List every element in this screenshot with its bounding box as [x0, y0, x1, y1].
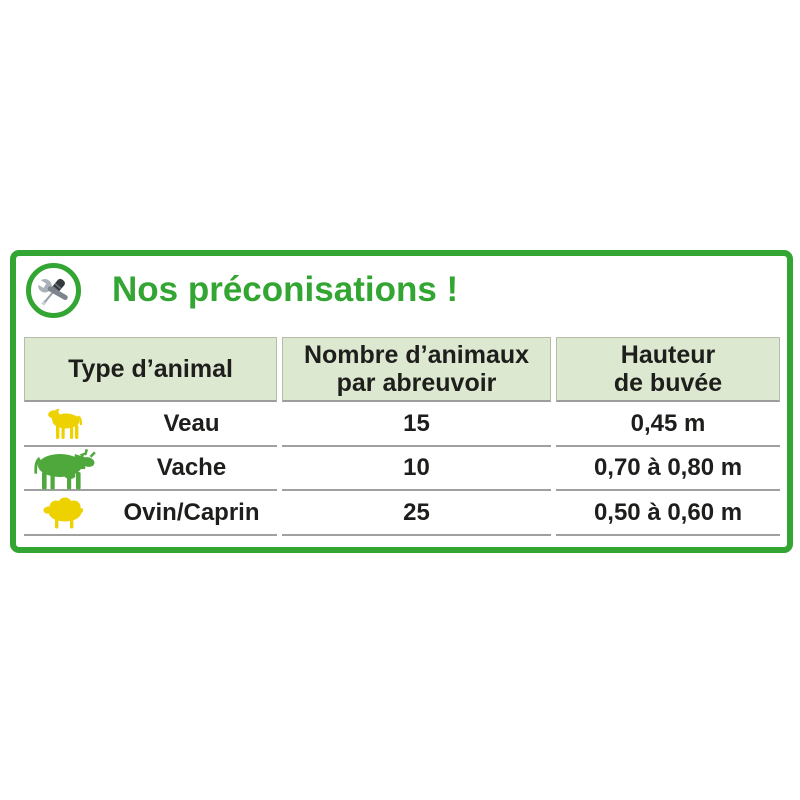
table-row-ovin-height: 0,50 à 0,60 m [556, 491, 780, 536]
animal-name: Vache [156, 454, 227, 481]
calf-icon [24, 408, 106, 440]
column-header-height-line1: Hauteur [620, 341, 716, 369]
table-row-vache-height: 0,70 à 0,80 m [556, 447, 780, 491]
column-header-count-line1: Nombre d’animaux [303, 341, 530, 369]
cow-icon [24, 447, 106, 490]
recommendations-table: Type d’animal Nombre d’animaux par abreu… [24, 337, 780, 536]
animal-name: Ovin/Caprin [123, 498, 260, 526]
table-row-vache-count: 10 [282, 447, 551, 491]
column-header-height: Hauteur de buvée [556, 337, 780, 402]
table-row-veau-height: 0,45 m [556, 402, 780, 447]
table-row-ovin-count: 25 [282, 491, 551, 536]
wrench-icon [33, 277, 68, 300]
tools-icon [26, 263, 81, 318]
column-header-height-line2: de buvée [613, 369, 723, 397]
column-header-type: Type d’animal [24, 337, 277, 402]
animal-name: Veau [163, 409, 220, 437]
table-row-veau-count: 15 [282, 402, 551, 447]
table-row-vache-type: Vache [24, 447, 277, 491]
column-header-type-label: Type d’animal [68, 355, 233, 383]
wrench-screwdriver-icon [33, 277, 68, 306]
table-row-veau-type: Veau [24, 402, 277, 447]
column-header-count: Nombre d’animaux par abreuvoir [282, 337, 551, 402]
table-row-ovin-type: Ovin/Caprin [24, 491, 277, 536]
column-header-count-line2: par abreuvoir [336, 369, 497, 397]
sheep-icon [24, 497, 106, 529]
recommendations-panel: Nos préconisations ! Type d’animal Nombr… [10, 250, 793, 553]
panel-title: Nos préconisations ! [112, 270, 459, 309]
